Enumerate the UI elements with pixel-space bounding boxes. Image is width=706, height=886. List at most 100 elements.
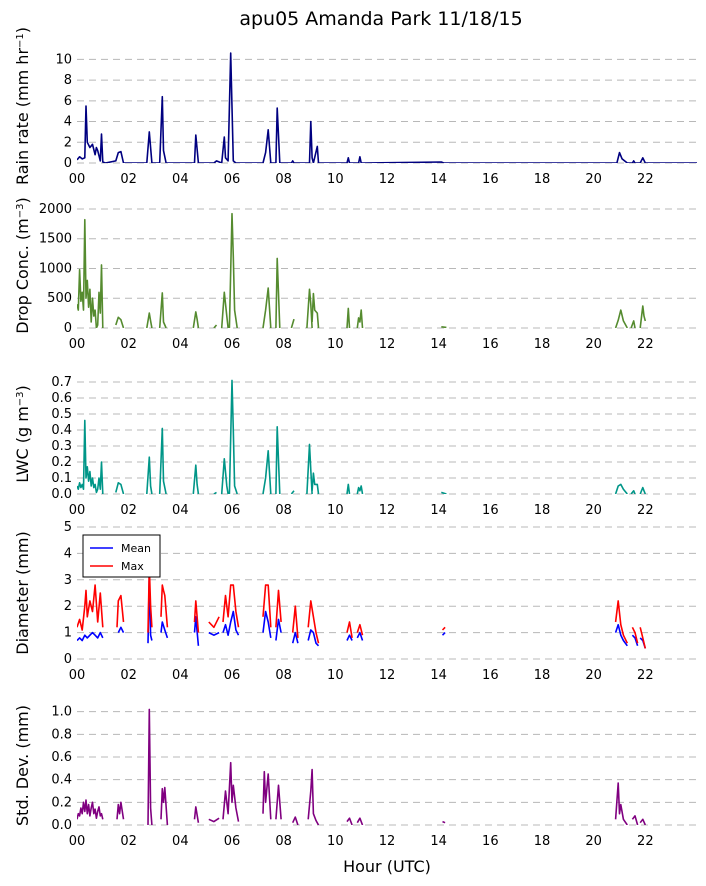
series-line-max bbox=[208, 616, 220, 629]
x-tick-label: 08 bbox=[275, 834, 292, 849]
x-tick-label: 14 bbox=[430, 503, 447, 518]
y-tick-label: 0.0 bbox=[51, 487, 72, 502]
series-line-max bbox=[275, 589, 282, 628]
x-tick-label: 12 bbox=[379, 337, 396, 352]
x-tick-label: 04 bbox=[172, 337, 189, 352]
series-line-panel5 bbox=[639, 818, 647, 825]
series-line-mean bbox=[631, 634, 639, 647]
y-axis-label: Drop Conc. (m−3) bbox=[13, 197, 32, 333]
series-line-panel3 bbox=[639, 486, 647, 494]
y-axis-label: LWC (g m−3) bbox=[13, 385, 32, 483]
series-line-panel5 bbox=[208, 817, 220, 823]
y-tick-label: 4 bbox=[64, 546, 72, 561]
x-tick-label: 04 bbox=[172, 172, 189, 187]
x-tick-label: 06 bbox=[224, 503, 241, 518]
series-line-max bbox=[291, 605, 299, 638]
y-tick-label: 3 bbox=[64, 573, 72, 588]
series-line-panel5 bbox=[346, 817, 353, 825]
series-line-max bbox=[222, 584, 240, 628]
x-tick-label: 12 bbox=[379, 668, 396, 683]
series-line-mean bbox=[346, 634, 353, 641]
panel-5: 0.0 0.2 0.4 0.6 0.8 1.0 00 02 04 06 08 10 12 14 16 18 20… bbox=[13, 705, 697, 849]
series-line-mean bbox=[262, 610, 272, 639]
y-tick-label: 2000 bbox=[39, 202, 72, 217]
x-tick-label: 18 bbox=[534, 668, 551, 683]
y-tick-label: 0 bbox=[64, 652, 72, 667]
series-line-panel5 bbox=[275, 784, 282, 820]
series-line-panel3 bbox=[290, 490, 295, 494]
x-tick-label: 14 bbox=[430, 668, 447, 683]
series-line-panel5 bbox=[291, 816, 299, 825]
series-line-max bbox=[346, 621, 353, 639]
series-line-max bbox=[77, 584, 104, 631]
x-tick-label: 10 bbox=[327, 337, 344, 352]
y-tick-label: 2 bbox=[64, 599, 72, 614]
x-tick-label: 06 bbox=[224, 172, 241, 187]
x-tick-label: 00 bbox=[69, 337, 86, 352]
x-tick-label: 06 bbox=[224, 834, 241, 849]
y-tick-label: 0.0 bbox=[51, 818, 72, 833]
x-tick-label: 16 bbox=[482, 668, 499, 683]
y-tick-label: 0 bbox=[64, 156, 72, 171]
series-line-panel5 bbox=[77, 799, 104, 820]
x-tick-label: 08 bbox=[275, 172, 292, 187]
series-line-panel5 bbox=[262, 770, 272, 820]
series-line-mean bbox=[614, 623, 628, 647]
series-line-panel2 bbox=[262, 287, 272, 328]
legend-box bbox=[82, 534, 161, 578]
x-tick-label: 20 bbox=[585, 834, 602, 849]
x-tick-label: 22 bbox=[637, 337, 654, 352]
series-line-panel2 bbox=[639, 305, 647, 328]
series-line-max bbox=[307, 600, 320, 644]
series-line-mean bbox=[117, 626, 125, 633]
series-line-max bbox=[160, 584, 169, 628]
x-tick-label: 02 bbox=[120, 503, 137, 518]
y-tick-label: 1 bbox=[64, 626, 72, 641]
series-line-panel2 bbox=[614, 309, 629, 328]
x-tick-label: 16 bbox=[482, 503, 499, 518]
y-tick-label: 6 bbox=[64, 94, 72, 109]
series-line-panel3 bbox=[630, 489, 636, 494]
x-tick-label: 18 bbox=[534, 834, 551, 849]
series-line-mean bbox=[160, 621, 169, 639]
x-tick-label: 04 bbox=[172, 503, 189, 518]
y-tick-label: 0.4 bbox=[51, 423, 72, 438]
x-tick-label: 12 bbox=[379, 172, 396, 187]
series-line-panel3 bbox=[213, 491, 217, 494]
x-tick-label: 00 bbox=[69, 834, 86, 849]
y-tick-label: 0.5 bbox=[51, 407, 72, 422]
series-line-panel2 bbox=[115, 316, 125, 328]
series-line-panel5 bbox=[442, 820, 446, 824]
series-line-panel2 bbox=[441, 326, 447, 328]
y-axis-label: Std. Dev. (mm) bbox=[13, 705, 32, 826]
series-line-max bbox=[147, 565, 153, 633]
series-line-panel5 bbox=[160, 786, 169, 825]
x-tick-label: 22 bbox=[637, 503, 654, 518]
x-tick-label: 16 bbox=[482, 337, 499, 352]
series-line-panel1 bbox=[77, 52, 697, 163]
series-line-panel5 bbox=[356, 817, 364, 825]
series-line-mean bbox=[193, 615, 200, 646]
series-line-max bbox=[441, 626, 446, 631]
series-line-panel3 bbox=[356, 485, 364, 494]
y-tick-label: 0.2 bbox=[51, 455, 72, 470]
series-line-panel5 bbox=[116, 801, 125, 820]
y-tick-label: 8 bbox=[64, 73, 72, 88]
series-line-panel5 bbox=[614, 782, 628, 825]
series-line-mean bbox=[275, 618, 282, 641]
series-line-panel2 bbox=[356, 309, 364, 328]
y-tick-label: 1000 bbox=[39, 261, 72, 276]
x-tick-label: 02 bbox=[120, 337, 137, 352]
x-tick-label: 08 bbox=[275, 337, 292, 352]
x-tick-label: 20 bbox=[585, 172, 602, 187]
series-line-panel3 bbox=[441, 491, 447, 494]
series-line-panel3 bbox=[306, 443, 313, 494]
series-line-panel2 bbox=[630, 320, 636, 328]
y-tick-label: 2 bbox=[64, 135, 72, 150]
panel-3: 0.00.10.20.30.40.50.60.7 00 02 04 06 08 10 12 14… bbox=[13, 375, 697, 518]
series-line-panel3 bbox=[346, 483, 351, 494]
series-line-panel2 bbox=[77, 218, 104, 328]
y-axis-label: Rain rate (mm hr−1) bbox=[13, 27, 32, 185]
x-tick-label: 00 bbox=[69, 172, 86, 187]
